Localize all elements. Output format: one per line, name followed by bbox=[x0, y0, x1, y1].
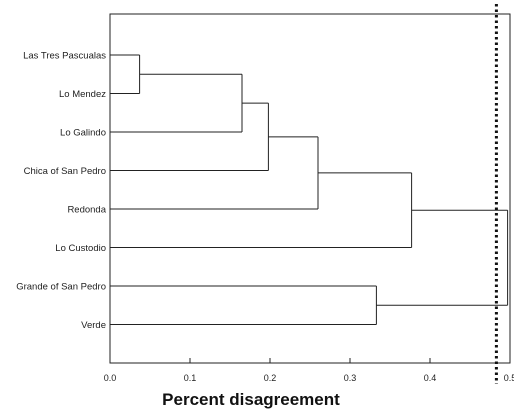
leaf-label: Las Tres Pascualas bbox=[23, 51, 106, 62]
leaf-labels: Las Tres Pascualas Lo Mendez Lo Galindo Chi… bbox=[16, 51, 107, 332]
leaf-label: Verde bbox=[81, 320, 106, 331]
leaf-label: Lo Custodio bbox=[55, 243, 106, 254]
x-tick-label: 0.0 bbox=[104, 373, 117, 383]
x-axis-title: Percent disagreement bbox=[162, 390, 340, 409]
x-tick-label: 0.4 bbox=[424, 373, 437, 383]
leaf-label: Grande of San Pedro bbox=[16, 282, 106, 293]
leaf-label: Lo Galindo bbox=[60, 128, 106, 139]
dendrogram-branches bbox=[110, 54, 509, 325]
plot-frame bbox=[109, 13, 511, 364]
x-tick-label: 0.5 bbox=[504, 373, 514, 383]
x-tick-label: 0.2 bbox=[264, 373, 277, 383]
x-tick-label: 0.1 bbox=[184, 373, 197, 383]
x-axis-ticks: 0.0 0.1 0.2 0.3 0.4 0.5 bbox=[104, 358, 514, 383]
leaf-label: Lo Mendez bbox=[59, 89, 106, 100]
x-tick-label: 0.3 bbox=[344, 373, 357, 383]
leaf-label: Chica of San Pedro bbox=[24, 166, 106, 177]
leaf-label: Redonda bbox=[67, 205, 106, 216]
